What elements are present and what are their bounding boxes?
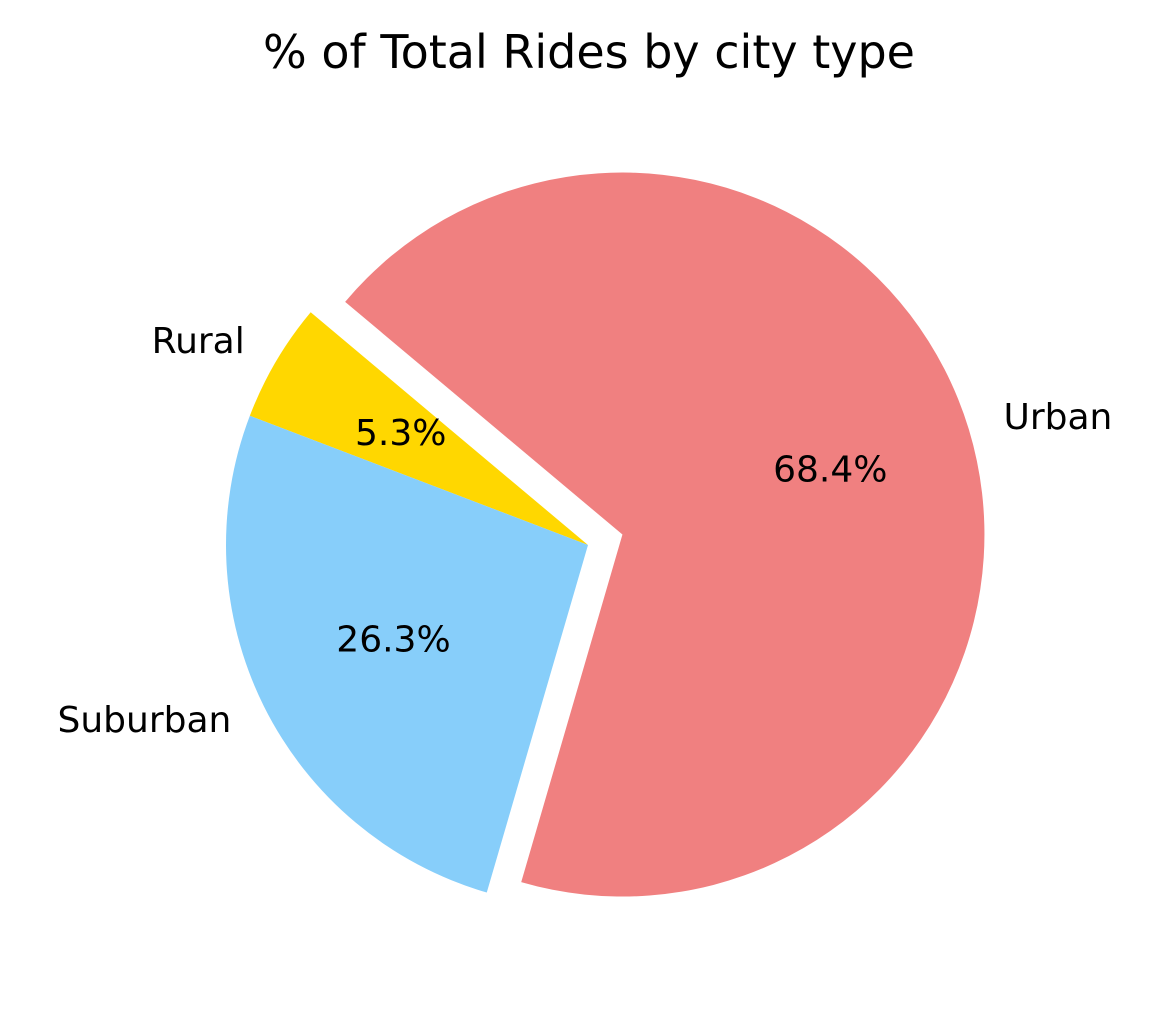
pie-labels: Rural 5.3% Suburban 26.3% Urban 68.4% bbox=[58, 321, 1113, 741]
chart-title: % of Total Rides by city type bbox=[263, 25, 915, 79]
pie-slice-suburban bbox=[226, 415, 589, 893]
pie-slice-urban bbox=[345, 172, 985, 897]
slice-label-suburban: Suburban bbox=[58, 700, 232, 741]
pct-label-rural: 5.3% bbox=[355, 413, 446, 454]
pct-label-suburban: 26.3% bbox=[336, 620, 450, 661]
pie-slice-rural bbox=[249, 312, 588, 545]
slice-label-urban: Urban bbox=[1003, 397, 1112, 438]
slice-label-rural: Rural bbox=[152, 321, 245, 362]
pct-label-urban: 68.4% bbox=[773, 449, 887, 490]
pie-slices bbox=[226, 172, 985, 897]
